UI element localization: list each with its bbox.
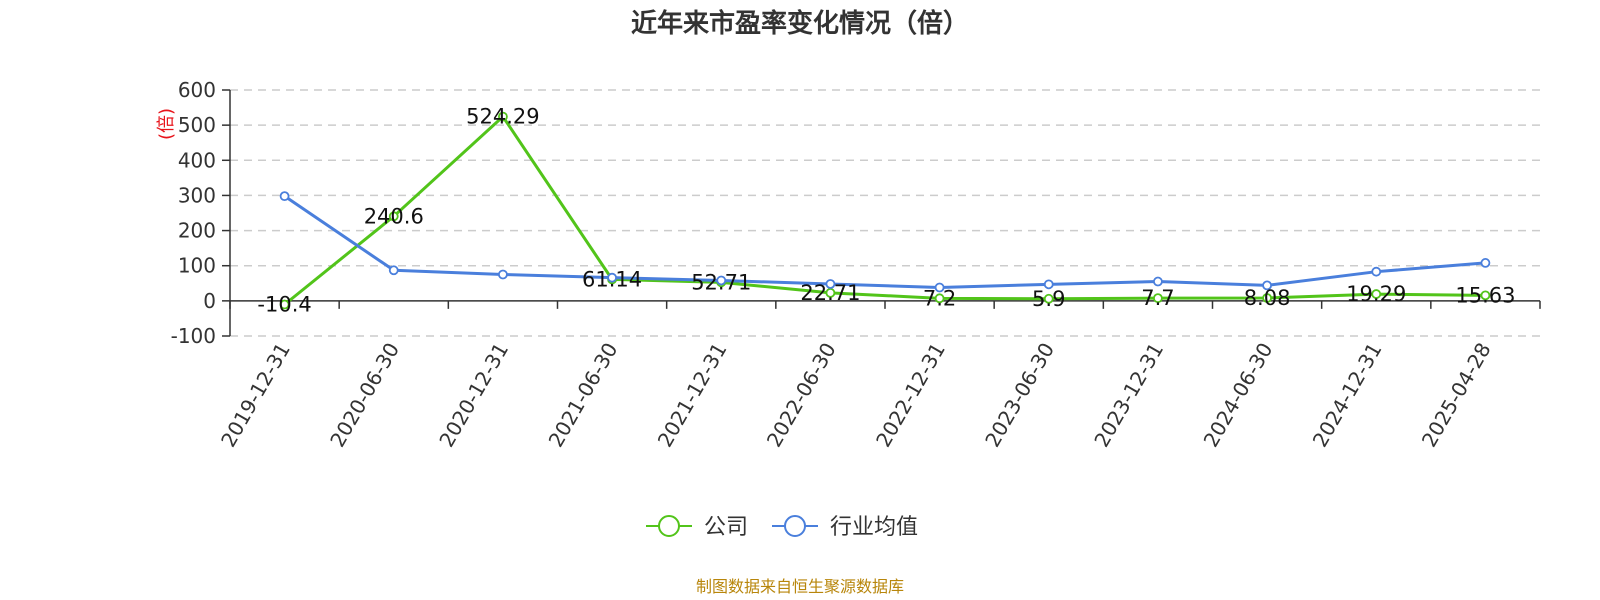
data-label-3: 61.14	[582, 267, 642, 291]
series-1-point-8	[1153, 276, 1163, 287]
series-0-point-2	[498, 111, 508, 122]
series-line-1	[283, 194, 1486, 290]
data-label-5: 22.71	[800, 281, 860, 305]
legend-marker-0	[658, 515, 680, 537]
x-tick-label-7: 2023-06-30	[980, 339, 1059, 452]
series-lines	[279, 111, 1491, 310]
series-1-point-11	[1480, 258, 1491, 268]
x-tick-label-4: 2021-12-31	[653, 339, 732, 452]
x-tick-label-0: 2019-12-31	[216, 339, 295, 452]
x-tick-label-3: 2021-06-30	[544, 339, 623, 452]
series-1-point-7	[1043, 279, 1054, 290]
y-tick-label-7: -100	[171, 324, 216, 348]
data-label-4: 52.71	[691, 270, 751, 294]
data-label-6: 7.2	[923, 286, 956, 310]
series-0-point-1	[388, 211, 399, 222]
y-tick-label-4: 200	[178, 219, 216, 243]
data-labels: -10.4 240.6 524.29 61.14 52.71 22.71 7.2 5.9 7.7…	[257, 105, 1515, 317]
data-label-1: 240.6	[364, 204, 424, 228]
legend-label-1: 行业均值	[830, 515, 918, 540]
data-label-7: 5.9	[1032, 287, 1065, 311]
series-1-point-9	[1262, 280, 1272, 291]
x-tick-label-5: 2022-06-30	[762, 339, 841, 452]
x-tick-label-6: 2022-12-31	[871, 338, 950, 451]
y-axis: 600 500 400 300 200 100 0 -100	[171, 78, 231, 348]
x-tick-label-8: 2023-12-31	[1089, 339, 1168, 452]
legend-label-0: 公司	[704, 515, 748, 540]
data-label-8: 7.7	[1141, 286, 1174, 310]
y-tick-label-3: 300	[178, 183, 216, 207]
x-axis: 2019-12-31 2020-06-30 2020-12-31 2021-06-30…	[216, 300, 1541, 452]
y-tick-label-2: 400	[178, 148, 216, 172]
series-0-point-6	[934, 293, 945, 304]
data-label-0: -10.4	[257, 293, 311, 317]
y-axis-unit-label: (倍)	[156, 108, 177, 140]
chart-title: 近年来市盈率变化情况（倍）	[631, 8, 969, 39]
series-0-point-9	[1262, 293, 1272, 303]
source-note: 制图数据来自恒生聚源数据库	[696, 577, 904, 596]
series-0-point-7	[1043, 293, 1054, 304]
x-tick-label-10: 2024-12-31	[1308, 339, 1387, 452]
x-tick-label-2: 2020-12-31	[434, 338, 513, 451]
series-0-point-8	[1153, 293, 1163, 304]
series-line-0	[283, 115, 1486, 306]
grid-lines	[230, 89, 1540, 337]
legend-marker-1	[784, 515, 806, 537]
series-1-point-6	[934, 282, 945, 293]
series-1-point-1	[388, 265, 399, 276]
data-label-11: 15.63	[1455, 283, 1515, 307]
series-0-point-0	[279, 299, 290, 310]
legend: 公司 行业均值	[646, 515, 918, 540]
y-tick-label-1: 500	[178, 113, 216, 137]
data-label-9: 8.08	[1244, 286, 1291, 310]
x-tick-label-11: 2025-04-28	[1417, 339, 1496, 452]
x-tick-label-9: 2024-06-30	[1199, 339, 1278, 452]
y-tick-label-5: 100	[178, 254, 216, 278]
y-tick-label-0: 600	[178, 78, 216, 102]
series-1-point-3	[607, 272, 617, 283]
data-label-10: 19.29	[1346, 282, 1406, 306]
data-label-2: 524.29	[466, 105, 539, 129]
series-1-point-5	[825, 279, 836, 289]
series-0-point-10	[1371, 289, 1382, 299]
y-tick-label-6: 0	[203, 289, 216, 313]
series-1-point-0	[279, 191, 290, 202]
series-1-point-10	[1371, 266, 1382, 277]
series-1-point-4	[716, 275, 727, 286]
series-0-point-11	[1480, 290, 1491, 301]
series-1-point-2	[498, 269, 508, 280]
x-tick-label-1: 2020-06-30	[325, 339, 404, 452]
